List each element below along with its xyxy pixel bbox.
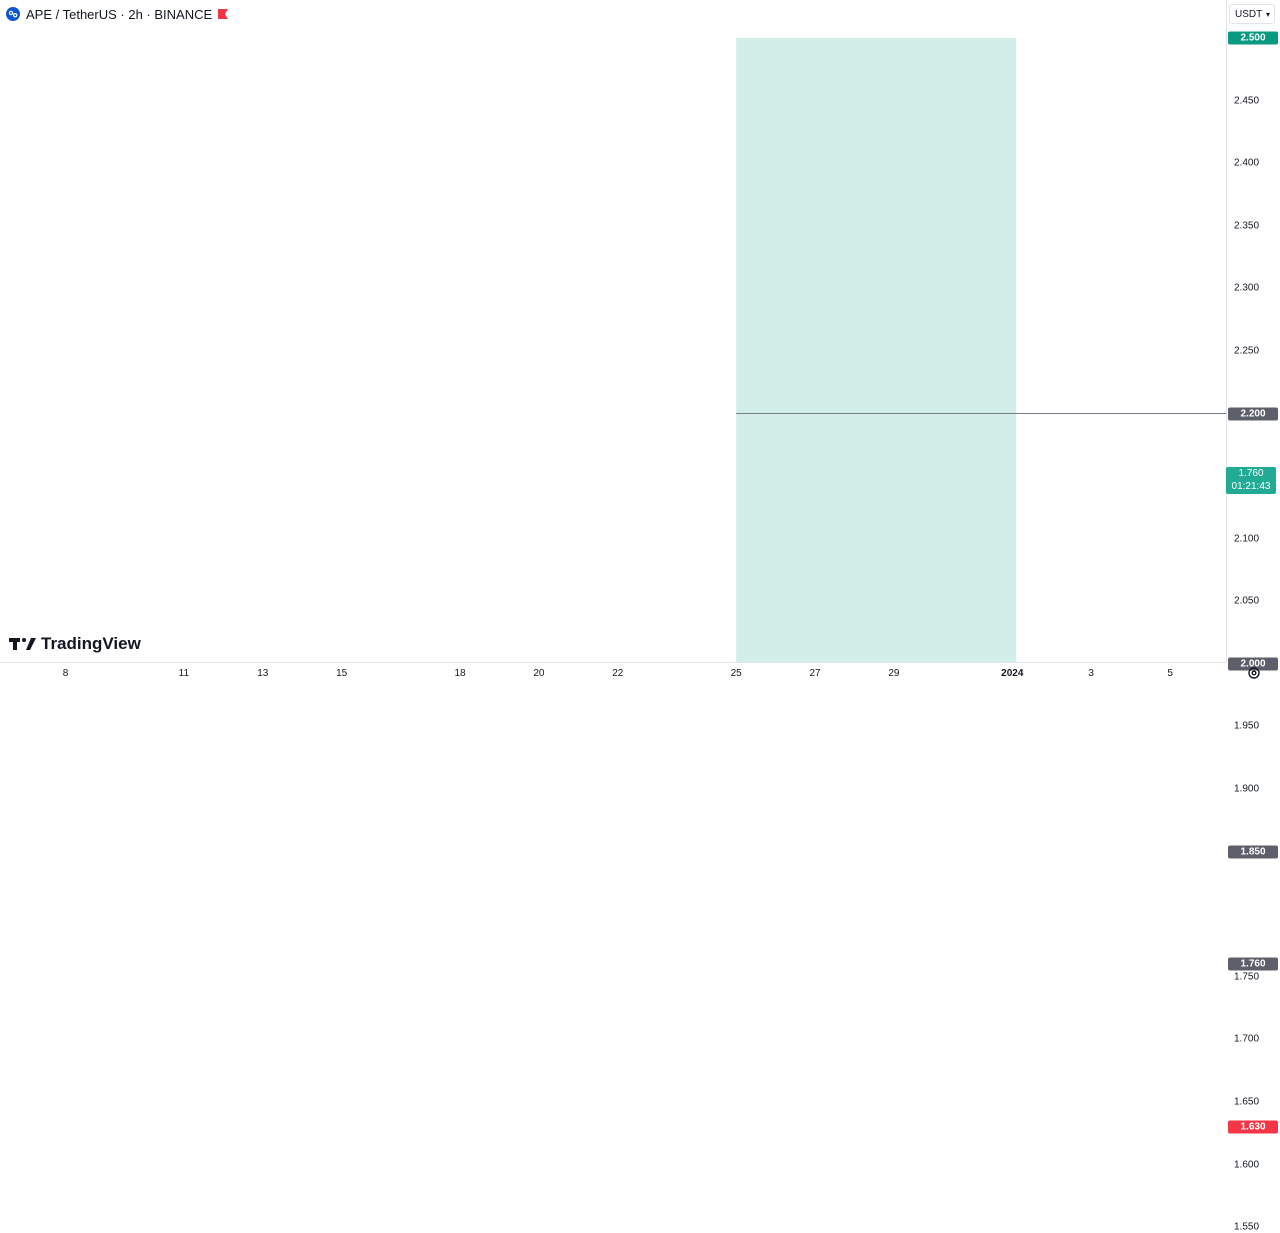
time-tick-label: 15 [336,668,348,679]
time-tick-label: 11 [178,668,190,679]
price-badge: 2.000 [1228,657,1278,671]
time-axis[interactable]: 8 11 13 15 18 20 22 25 27 29 2024 3 5 [0,662,1226,685]
tradingview-logo-text: TradingView [41,634,141,653]
tradingview-logo[interactable]: TradingView [9,634,141,654]
time-tick-label: 25 [730,668,742,679]
chart-header: APE / TetherUS · 2h · BINANCE [6,5,229,23]
price-tick-label: 1.600 [1234,1159,1260,1171]
symbol-title[interactable]: APE / TetherUS · 2h · BINANCE [26,6,213,22]
price-badge: 1.630 [1228,1120,1278,1134]
price-tick-label: 2.400 [1234,157,1260,169]
time-tick-label: 5 [1167,668,1173,679]
current-price-value: 1.760 [1238,468,1264,479]
flag-icon[interactable] [218,9,229,19]
tradingview-logo-icon [9,638,36,650]
price-tick-label: 2.450 [1234,95,1260,107]
price-chart[interactable] [0,0,1226,662]
price-tick-label: 2.050 [1234,595,1260,607]
price-tick-label: 1.650 [1234,1096,1260,1108]
time-tick-label: 2024 [1001,668,1024,679]
price-badge: 1.760 [1228,957,1278,971]
time-tick-label: 8 [62,668,69,679]
price-tick-label: 2.100 [1234,533,1260,545]
currency-label: USDT [1235,9,1263,20]
price-tick-label: 1.900 [1234,783,1260,795]
price-badge: 2.500 [1228,31,1278,45]
bar-countdown: 01:21:43 [1231,481,1271,492]
price-tick-label: 1.550 [1234,1221,1260,1233]
time-tick-label: 20 [533,668,545,679]
time-tick-label: 13 [257,668,269,679]
time-tick-label: 18 [454,668,466,679]
price-tick-label: 1.950 [1234,720,1260,732]
price-tick-label: 2.300 [1234,282,1260,294]
settings-gear-icon[interactable] [1246,665,1262,681]
time-tick-label: 27 [809,668,821,679]
current-price-badge: 1.760 01:21:43 [1226,467,1276,494]
price-axis[interactable]: 2.4502.4002.3502.3002.2502.1502.1002.050… [1226,0,1280,1233]
time-tick-label: 22 [612,668,624,679]
currency-select[interactable]: USDT ▾ [1229,4,1275,24]
time-tick-label: 29 [888,668,900,679]
price-badge: 1.850 [1228,845,1278,859]
price-tick-label: 1.700 [1234,1033,1260,1045]
ape-coin-icon [6,7,20,21]
position-target-zone [736,38,1017,662]
chevron-down-icon: ▾ [1265,10,1270,19]
time-tick-label: 3 [1088,668,1094,679]
price-tick-label: 2.250 [1234,345,1260,357]
price-tick-label: 1.750 [1234,971,1260,983]
chart-pane[interactable] [0,0,1226,662]
price-tick-label: 2.350 [1234,220,1260,232]
price-badge: 2.200 [1228,407,1278,420]
